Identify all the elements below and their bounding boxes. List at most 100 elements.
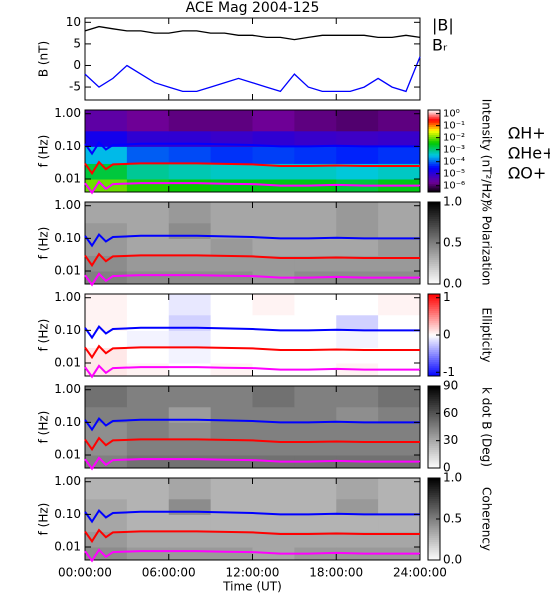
colorbar-swatch [428, 451, 440, 455]
colorbar-swatch [428, 445, 440, 448]
colorbar-swatch [428, 551, 440, 555]
heatmap-cell [168, 255, 212, 272]
x-tick-label: 12:00:00 [226, 566, 280, 580]
colorbar-swatch [428, 220, 440, 223]
heatmap-cell [336, 531, 379, 548]
heatmap-cell [294, 347, 337, 364]
heatmap-cell [126, 330, 170, 348]
colorbar-swatch [428, 431, 440, 434]
colorbar-swatch [428, 367, 440, 371]
colorbar-label: % Polarization [480, 201, 494, 286]
heatmap-cell [336, 386, 379, 408]
x-tick-label: 18:00:00 [309, 566, 363, 580]
heatmap-cell [168, 455, 212, 469]
colorbar-swatch [428, 404, 440, 407]
colorbar-swatch [428, 332, 440, 336]
colorbar-tick-label: 1.0 [443, 471, 462, 485]
colorbar-swatch [428, 312, 440, 315]
colorbar-tick-label: 10⁻⁵ [443, 169, 465, 180]
colorbar-swatch [428, 326, 440, 330]
heatmap-cell [126, 531, 170, 548]
heatmap-cell [210, 294, 253, 316]
colorbar-swatch [428, 208, 440, 211]
colorbar-swatch [428, 206, 440, 209]
heatmap-cell [168, 163, 212, 180]
heatmap-cell [336, 238, 379, 256]
colorbar-swatch [428, 459, 440, 463]
colorbar-swatch [428, 157, 440, 160]
heatmap-cell [210, 498, 253, 515]
heatmap-cell [294, 439, 337, 456]
data-line [84, 436, 420, 452]
y-axis-label: f (Hz) [37, 135, 51, 168]
heatmap-cell [168, 330, 212, 348]
colorbar-tick-label: 90 [443, 379, 458, 393]
colorbar-swatch [428, 275, 440, 279]
heatmap-cell [85, 406, 128, 423]
colorbar-swatch [428, 537, 440, 540]
colorbar-swatch [428, 265, 440, 269]
colorbar-swatch [428, 455, 440, 459]
colorbar-swatch [428, 437, 440, 440]
colorbar-swatch [428, 439, 440, 442]
colorbar-swatch [428, 140, 440, 144]
colorbar-swatch [428, 240, 440, 244]
colorbar-swatch [428, 245, 440, 248]
y-axis-label: f (Hz) [37, 411, 51, 444]
legend-label: |B| [432, 16, 454, 35]
heatmap-cell [168, 179, 212, 193]
heatmap-cell [294, 163, 337, 180]
colorbar-swatch [428, 529, 440, 532]
heatmap-cell [294, 294, 337, 316]
colorbar-swatch [428, 484, 440, 487]
colorbar-swatch [428, 202, 440, 205]
heatmap-cell [85, 547, 128, 561]
heatmap-cell [378, 238, 421, 256]
colorbar-swatch [428, 410, 440, 414]
colorbar-tick-label: 10⁰ [443, 109, 460, 120]
colorbar-swatch [428, 392, 440, 395]
colorbar-swatch [428, 549, 440, 553]
colorbar-swatch [428, 230, 440, 234]
heatmap-cell [85, 514, 128, 532]
colorbar-swatch [428, 406, 440, 410]
heatmap-cell [85, 202, 128, 224]
data-line [84, 25, 421, 41]
colorbar-tick-label: 0 [443, 328, 451, 342]
colorbar-tick-label: 1.0 [443, 195, 462, 209]
colorbar-swatch [428, 175, 440, 179]
colorbar-swatch [428, 463, 440, 467]
heatmap-cell [252, 386, 295, 408]
heatmap-cell [294, 386, 337, 408]
heatmap-cell [126, 179, 170, 193]
colorbar-swatch [428, 523, 440, 526]
heatmap-cell [85, 294, 128, 316]
heatmap-cell [210, 439, 253, 456]
y-tick-label: 0.01 [54, 448, 81, 462]
heatmap-cell [378, 478, 421, 500]
colorbar-swatch [428, 161, 440, 164]
colorbar-swatch [428, 535, 440, 538]
y-axis-label: f (Hz) [37, 503, 51, 536]
heatmap-cell [378, 422, 421, 440]
heatmap-cell [168, 363, 212, 377]
heatmap-cell [168, 439, 212, 456]
colorbar-swatch [428, 502, 440, 506]
colorbar-swatch [428, 521, 440, 524]
heatmap-cell [336, 406, 379, 423]
colorbar-tick-label: 1 [443, 290, 451, 304]
colorbar-swatch [428, 238, 440, 242]
colorbar-swatch [428, 412, 440, 416]
colorbar-swatch [428, 363, 440, 367]
y-tick-label: 0.10 [54, 231, 81, 245]
heatmap-cell [210, 202, 253, 224]
heatmap-cell [336, 347, 379, 364]
colorbar-swatch [428, 441, 440, 444]
y-axis-label: B (nT) [37, 41, 51, 77]
heatmap-cell [168, 238, 212, 256]
colorbar-swatch [428, 555, 440, 559]
colorbar-tick-label: 10⁻¹ [443, 121, 465, 132]
heatmap-cell [252, 531, 295, 548]
colorbar-swatch [428, 447, 440, 451]
colorbar-swatch [428, 435, 440, 438]
